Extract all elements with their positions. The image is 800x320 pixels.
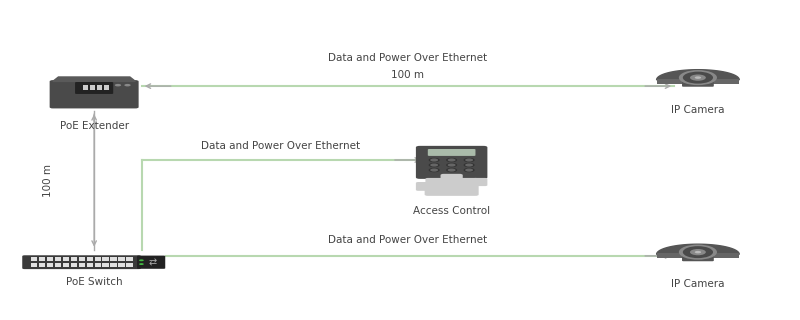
Bar [86,263,93,267]
Bar [70,263,77,267]
Polygon shape [657,70,739,80]
FancyBboxPatch shape [682,81,714,87]
Bar [62,257,69,261]
FancyBboxPatch shape [428,149,475,156]
Text: Data and Power Over Ethernet: Data and Power Over Ethernet [328,235,487,245]
Bar [126,263,133,267]
Bar [94,263,101,267]
Bar [90,84,95,90]
FancyBboxPatch shape [657,253,739,258]
FancyBboxPatch shape [425,184,478,196]
Circle shape [463,158,474,162]
Circle shape [694,251,701,253]
Bar [83,84,88,90]
Circle shape [690,249,706,255]
Text: Data and Power Over Ethernet: Data and Power Over Ethernet [202,141,360,151]
FancyBboxPatch shape [657,78,739,84]
Polygon shape [53,77,135,81]
Circle shape [429,163,440,167]
FancyBboxPatch shape [50,80,138,108]
FancyBboxPatch shape [682,256,714,261]
Bar [105,84,110,90]
Bar [47,257,54,261]
Bar [110,257,117,261]
FancyBboxPatch shape [426,178,443,186]
Circle shape [683,72,713,84]
FancyBboxPatch shape [137,256,166,269]
Text: IP Camera: IP Camera [671,279,725,290]
Text: 100 m: 100 m [391,70,425,80]
Text: IP Camera: IP Camera [671,105,725,115]
Circle shape [430,169,438,172]
Bar [118,257,125,261]
Bar [118,263,125,267]
Circle shape [429,158,440,162]
Bar [31,263,38,267]
Bar [39,257,46,261]
Circle shape [465,158,473,162]
Circle shape [446,158,458,162]
Bar [102,257,109,261]
FancyBboxPatch shape [416,146,487,179]
FancyBboxPatch shape [75,82,114,94]
Circle shape [446,168,458,172]
Bar [94,257,101,261]
Circle shape [694,76,701,79]
Text: 100 m: 100 m [43,164,53,197]
Bar [70,257,77,261]
Bar [78,263,85,267]
Circle shape [683,246,713,258]
Bar [98,84,102,90]
Circle shape [446,163,458,167]
Circle shape [448,169,456,172]
Text: PoE Extender: PoE Extender [59,121,129,131]
Bar [31,257,38,261]
Bar [126,257,133,261]
Circle shape [124,84,130,86]
Circle shape [463,168,474,172]
Polygon shape [657,244,739,254]
FancyBboxPatch shape [22,255,141,269]
Text: Access Control: Access Control [413,205,490,216]
Circle shape [465,164,473,167]
Circle shape [448,164,456,167]
FancyBboxPatch shape [473,178,487,186]
FancyBboxPatch shape [441,174,462,187]
Circle shape [463,163,474,167]
Circle shape [690,75,706,81]
Bar [62,263,69,267]
Bar [39,263,46,267]
Circle shape [679,70,717,85]
Circle shape [139,260,144,261]
Bar [47,263,54,267]
Bar [102,263,109,267]
Circle shape [465,169,473,172]
Bar [78,257,85,261]
Circle shape [679,244,717,260]
Circle shape [139,263,144,265]
Bar [110,263,117,267]
Circle shape [114,84,121,86]
Text: ⇄: ⇄ [149,257,157,267]
FancyBboxPatch shape [460,178,478,186]
Circle shape [430,164,438,167]
FancyBboxPatch shape [416,182,432,191]
Circle shape [429,168,440,172]
Bar [55,263,61,267]
Text: PoE Switch: PoE Switch [66,277,122,287]
Circle shape [448,158,456,162]
Bar [86,257,93,261]
Text: Data and Power Over Ethernet: Data and Power Over Ethernet [328,53,487,63]
Circle shape [430,158,438,162]
Bar [55,257,61,261]
